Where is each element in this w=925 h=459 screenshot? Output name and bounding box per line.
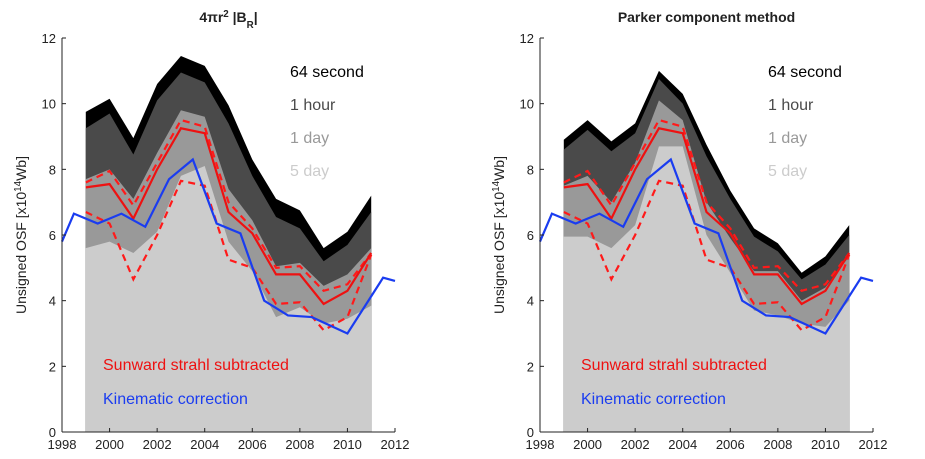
legend-label: Sunward strahl subtracted — [103, 357, 289, 374]
legend-label: 1 hour — [290, 97, 336, 114]
x-tick-label: 2010 — [333, 437, 362, 452]
y-axis-label: Unsigned OSF [x1014Wb] — [491, 156, 508, 314]
legend-label: 5 day — [768, 163, 807, 180]
chart-title: 4πr2 |BR| — [199, 9, 257, 31]
chart-title: Parker component method — [618, 9, 795, 25]
text-super: 14 — [491, 180, 502, 191]
text-part: 4πr — [199, 9, 224, 25]
dashed-line — [85, 118, 373, 293]
text-part: Parker component method — [618, 9, 795, 25]
legend-label: Sunward strahl subtracted — [581, 357, 767, 374]
text-part: Unsigned OSF [x10 — [491, 192, 507, 314]
text-super: 14 — [13, 180, 24, 191]
text-part: |B — [229, 9, 247, 25]
area — [563, 146, 850, 432]
text-part: | — [254, 9, 258, 25]
y-tick-label: 0 — [49, 425, 56, 440]
line — [563, 127, 851, 306]
dashed-line — [563, 179, 851, 332]
x-tick-label: 2008 — [763, 437, 792, 452]
line — [538, 157, 874, 335]
x-tick-label: 2006 — [716, 437, 745, 452]
x-tick-label: 2002 — [621, 437, 650, 452]
y-tick-label: 6 — [49, 228, 56, 243]
x-tick-label: 2010 — [811, 437, 840, 452]
x-tick-label: 2006 — [238, 437, 267, 452]
x-tick-label: 2012 — [381, 437, 410, 452]
x-tick-label: 2000 — [573, 437, 602, 452]
panel: Parker component method Unsigned OSF [x10… — [491, 9, 888, 452]
x-tick-label: 2008 — [285, 437, 314, 452]
y-tick-label: 4 — [49, 294, 56, 309]
dashed-line — [85, 179, 373, 332]
legend-label: 1 day — [768, 130, 807, 147]
x-tick-label: 2012 — [859, 437, 888, 452]
text-part: Unsigned OSF [x10 — [13, 192, 29, 314]
x-tick-label: 1998 — [526, 437, 555, 452]
y-tick-label: 12 — [520, 31, 534, 46]
x-tick-label: 2004 — [190, 437, 219, 452]
y-tick-label: 6 — [527, 228, 534, 243]
text-part: Wb] — [491, 156, 507, 181]
text-super: 2 — [223, 9, 229, 20]
legend-label: 64 second — [768, 64, 842, 81]
legend-label: 5 day — [290, 163, 329, 180]
y-tick-label: 10 — [42, 97, 56, 112]
legend-label: 1 day — [290, 130, 329, 147]
y-tick-label: 8 — [49, 162, 56, 177]
y-tick-label: 0 — [527, 425, 534, 440]
y-tick-label: 2 — [527, 359, 534, 374]
legend-label: Kinematic correction — [103, 391, 248, 408]
x-tick-label: 2002 — [143, 437, 172, 452]
y-tick-label: 8 — [527, 162, 534, 177]
y-tick-label: 4 — [527, 294, 534, 309]
panel: 4πr2 |BR|Unsigned OSF [x1014Wb]64 second… — [13, 9, 410, 453]
text-part: Wb] — [13, 156, 29, 181]
text-sub: R — [247, 20, 254, 31]
x-tick-label: 1998 — [48, 437, 77, 452]
y-axis-label: Unsigned OSF [x1014Wb] — [13, 156, 30, 314]
dashed-line — [563, 118, 851, 293]
line — [85, 127, 373, 306]
y-tick-label: 2 — [49, 359, 56, 374]
area — [85, 166, 372, 433]
legend-label: Kinematic correction — [581, 391, 726, 408]
legend-label: 64 second — [290, 64, 364, 81]
x-tick-label: 2004 — [668, 437, 697, 452]
legend-label: 1 hour — [768, 97, 814, 114]
x-tick-label: 2000 — [95, 437, 124, 452]
y-tick-label: 12 — [42, 31, 56, 46]
line — [60, 157, 396, 335]
y-tick-label: 10 — [520, 97, 534, 112]
